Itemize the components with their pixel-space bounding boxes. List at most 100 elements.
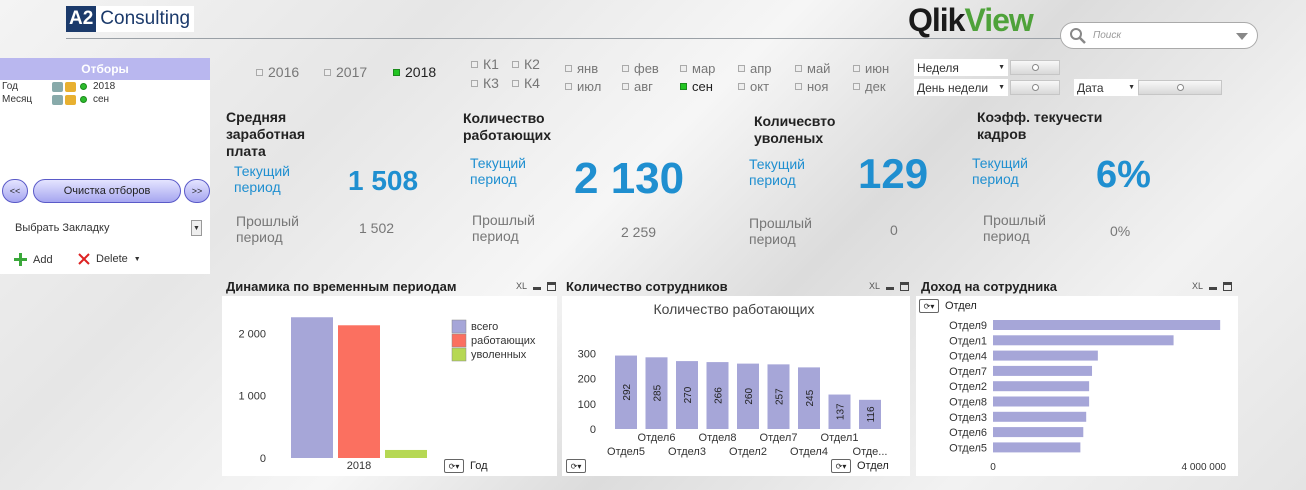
cycle-icon[interactable]: ⟳▾ — [566, 459, 586, 473]
back-button[interactable]: << — [2, 179, 28, 203]
filter-quarter-3[interactable]: К3 — [471, 75, 499, 91]
eraser-icon[interactable] — [52, 81, 63, 92]
bar — [737, 363, 759, 429]
date-select[interactable]: Дата ▼ — [1074, 79, 1138, 96]
lock-icon[interactable] — [65, 94, 76, 105]
filter-label: июл — [577, 79, 602, 94]
chevron-down-icon[interactable]: ▼ — [133, 255, 141, 263]
filter-label: апр — [750, 61, 772, 76]
chevron-down-icon[interactable] — [1235, 31, 1249, 41]
weekday-select[interactable]: День недели ▼ — [914, 79, 1008, 96]
checkbox-icon — [324, 68, 331, 76]
minimize-icon[interactable] — [1209, 286, 1218, 290]
bar — [993, 411, 1087, 422]
selection-row-month[interactable]: Месяц сен — [0, 93, 210, 106]
eraser-icon[interactable] — [52, 94, 63, 105]
export-excel-icon[interactable]: XL — [1192, 281, 1204, 291]
kpi-turnover-current-label: Текущий период — [972, 155, 1028, 187]
filter-month-mar[interactable]: мар — [680, 61, 715, 76]
checkbox-icon — [471, 60, 478, 68]
dynamics-chart-panel: 0 1 000 2 000 2018 всего работающих уволенных — [222, 296, 557, 476]
minimize-icon[interactable] — [886, 286, 895, 290]
kpi-dismissed-title: Количесвто уволеных — [754, 113, 836, 146]
checkbox-icon — [738, 65, 745, 72]
filter-year-2017[interactable]: 2017 — [324, 64, 367, 80]
headcount-cycle-dimension[interactable]: ⟳▾ Отдел — [831, 459, 889, 473]
slider-knob[interactable] — [1176, 84, 1184, 91]
bar — [706, 362, 729, 429]
lock-icon[interactable] — [65, 81, 76, 92]
add-bookmark-button[interactable]: Add — [14, 253, 53, 266]
checkbox-icon — [471, 79, 478, 87]
logo-qv-view: View — [964, 2, 1033, 38]
filter-month-oct[interactable]: окт — [738, 79, 769, 94]
data-label: 285 — [653, 384, 664, 401]
headcount-cycle-dimension-left[interactable]: ⟳▾ — [566, 459, 586, 473]
kpi-avg-salary-title: Средняя заработная плата — [226, 109, 306, 159]
forward-button[interactable]: >> — [184, 179, 210, 203]
y-tick-label: Отдел2 — [949, 381, 987, 393]
x-tick-label: Отде... — [853, 446, 888, 458]
headcount-chart: Количество работающих 0 100 200 300 292 Отдел5… — [578, 301, 888, 458]
filter-month-jul[interactable]: июл — [565, 79, 601, 94]
filter-month-dec[interactable]: дек — [853, 79, 886, 94]
maximize-icon[interactable] — [1223, 281, 1233, 291]
filter-label: окт — [750, 79, 770, 94]
filter-quarter-2[interactable]: К2 — [512, 56, 540, 72]
data-label: 245 — [805, 389, 816, 406]
filter-month-sep[interactable]: сен — [680, 79, 713, 94]
dynamics-cycle-dimension[interactable]: ⟳▾ Год — [444, 459, 488, 473]
bar — [993, 381, 1090, 392]
export-excel-icon[interactable]: XL — [516, 281, 528, 291]
checkbox-icon — [853, 65, 860, 72]
maximize-icon[interactable] — [900, 281, 910, 291]
checkbox-icon — [565, 83, 572, 90]
filter-month-nov[interactable]: ноя — [795, 79, 828, 94]
cycle-icon[interactable]: ⟳▾ — [831, 459, 851, 473]
search-input[interactable]: Поиск — [1060, 22, 1258, 49]
bar-работающих — [338, 325, 380, 458]
selection-row-year[interactable]: Год 2018 — [0, 80, 210, 93]
cycle-label: Отдел — [945, 300, 977, 312]
filter-month-aug[interactable]: авг — [622, 79, 653, 94]
checkbox-icon — [795, 65, 802, 72]
cycle-icon[interactable]: ⟳▾ — [444, 459, 464, 473]
search-placeholder: Поиск — [1093, 30, 1122, 41]
cycle-icon[interactable]: ⟳▾ — [919, 299, 939, 313]
bookmark-select[interactable]: Выбрать Закладку ▼ — [8, 218, 202, 238]
weekday-slider[interactable] — [1010, 80, 1060, 95]
filter-year-2018[interactable]: 2018 — [393, 64, 436, 80]
filter-month-feb[interactable]: фев — [622, 61, 659, 76]
data-label: 266 — [714, 387, 725, 404]
filter-month-may[interactable]: май — [795, 61, 830, 76]
clear-selections-button[interactable]: Очистка отборов — [33, 179, 181, 203]
kpi-avg-salary-current-label: Текущий период — [234, 163, 290, 195]
delete-bookmark-button[interactable]: Delete ▼ — [78, 253, 141, 265]
kpi-dismissed-prev-value: 0 — [890, 222, 898, 238]
y-tick-label: Отдел1 — [949, 335, 987, 347]
bar — [993, 350, 1098, 361]
kpi-avg-salary-prev-value: 1 502 — [359, 220, 395, 236]
slider-knob[interactable] — [1031, 64, 1039, 71]
week-select[interactable]: Неделя ▼ — [914, 59, 1008, 76]
kpi-dismissed-current-label: Текущий период — [749, 156, 805, 188]
filter-quarter-1[interactable]: К1 — [471, 56, 499, 72]
minimize-icon[interactable] — [533, 286, 542, 290]
headcount-chart-title: Количество сотрудников — [566, 279, 728, 294]
filter-year-2016[interactable]: 2016 — [256, 64, 299, 80]
date-slider[interactable] — [1138, 80, 1222, 95]
chevron-down-icon[interactable]: ▼ — [191, 220, 202, 236]
filter-quarter-4[interactable]: К4 — [512, 75, 540, 91]
slider-knob[interactable] — [1031, 84, 1039, 91]
bar — [767, 364, 790, 429]
y-tick-label: 200 — [578, 374, 596, 386]
filter-month-jan[interactable]: янв — [565, 61, 598, 76]
export-excel-icon[interactable]: XL — [869, 281, 881, 291]
filter-month-apr[interactable]: апр — [738, 61, 772, 76]
income-cycle-dimension[interactable]: ⟳▾ Отдел — [919, 299, 977, 313]
income-chart-panel: Отдел9 Отдел1 Отдел4 Отдел7 Отдел2 Отдел8 Отде… — [916, 296, 1238, 476]
y-tick-label: 1 000 — [238, 391, 266, 403]
week-slider[interactable] — [1010, 60, 1060, 75]
filter-month-jun[interactable]: июн — [853, 61, 889, 76]
maximize-icon[interactable] — [547, 281, 557, 291]
